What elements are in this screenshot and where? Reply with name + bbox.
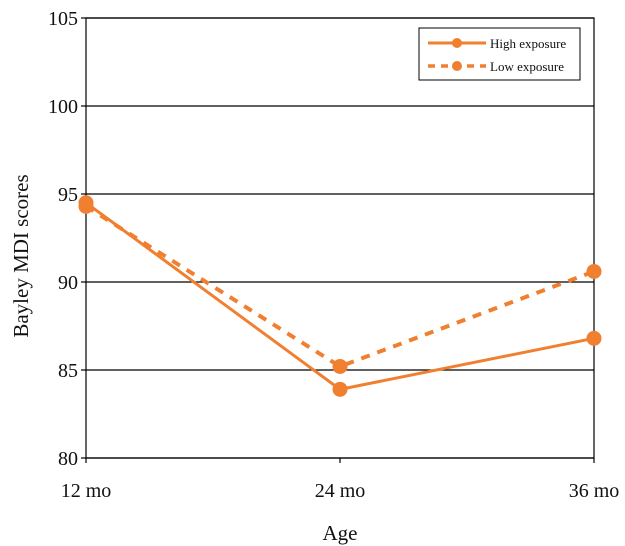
series-layer [78,195,602,397]
legend-marker-high-exposure [452,38,462,48]
data-point-high-exposure [332,381,348,397]
legend-box [418,27,581,81]
y-tick-label: 95 [58,184,78,206]
legend-label-high-exposure: High exposure [490,36,566,51]
y-tick-label: 80 [58,448,78,470]
x-axis-ticks: 12 mo 24 mo 36 mo [61,458,620,502]
y-tick-label: 90 [58,272,78,294]
data-point-low-exposure [78,198,94,214]
legend-marker-low-exposure [452,61,462,71]
series-line-low-exposure [84,204,595,369]
data-point-low-exposure [332,358,348,374]
x-tick-label: 12 mo [61,480,112,502]
legend: High exposure Low exposure [418,27,581,81]
x-tick-label: 24 mo [315,480,366,502]
y-axis-ticks: 80 85 90 95 100 105 [48,8,86,470]
legend-label-low-exposure: Low exposure [490,59,564,74]
y-tick-label: 105 [48,8,78,30]
x-axis-title: Age [323,521,358,545]
data-point-high-exposure [586,330,602,346]
y-tick-label: 85 [58,360,78,382]
y-axis-title: Bayley MDI scores [9,174,33,337]
y-tick-label: 100 [48,96,78,118]
data-point-low-exposure [586,263,602,279]
x-tick-label: 36 mo [569,480,620,502]
series-low-exposure [78,198,602,374]
